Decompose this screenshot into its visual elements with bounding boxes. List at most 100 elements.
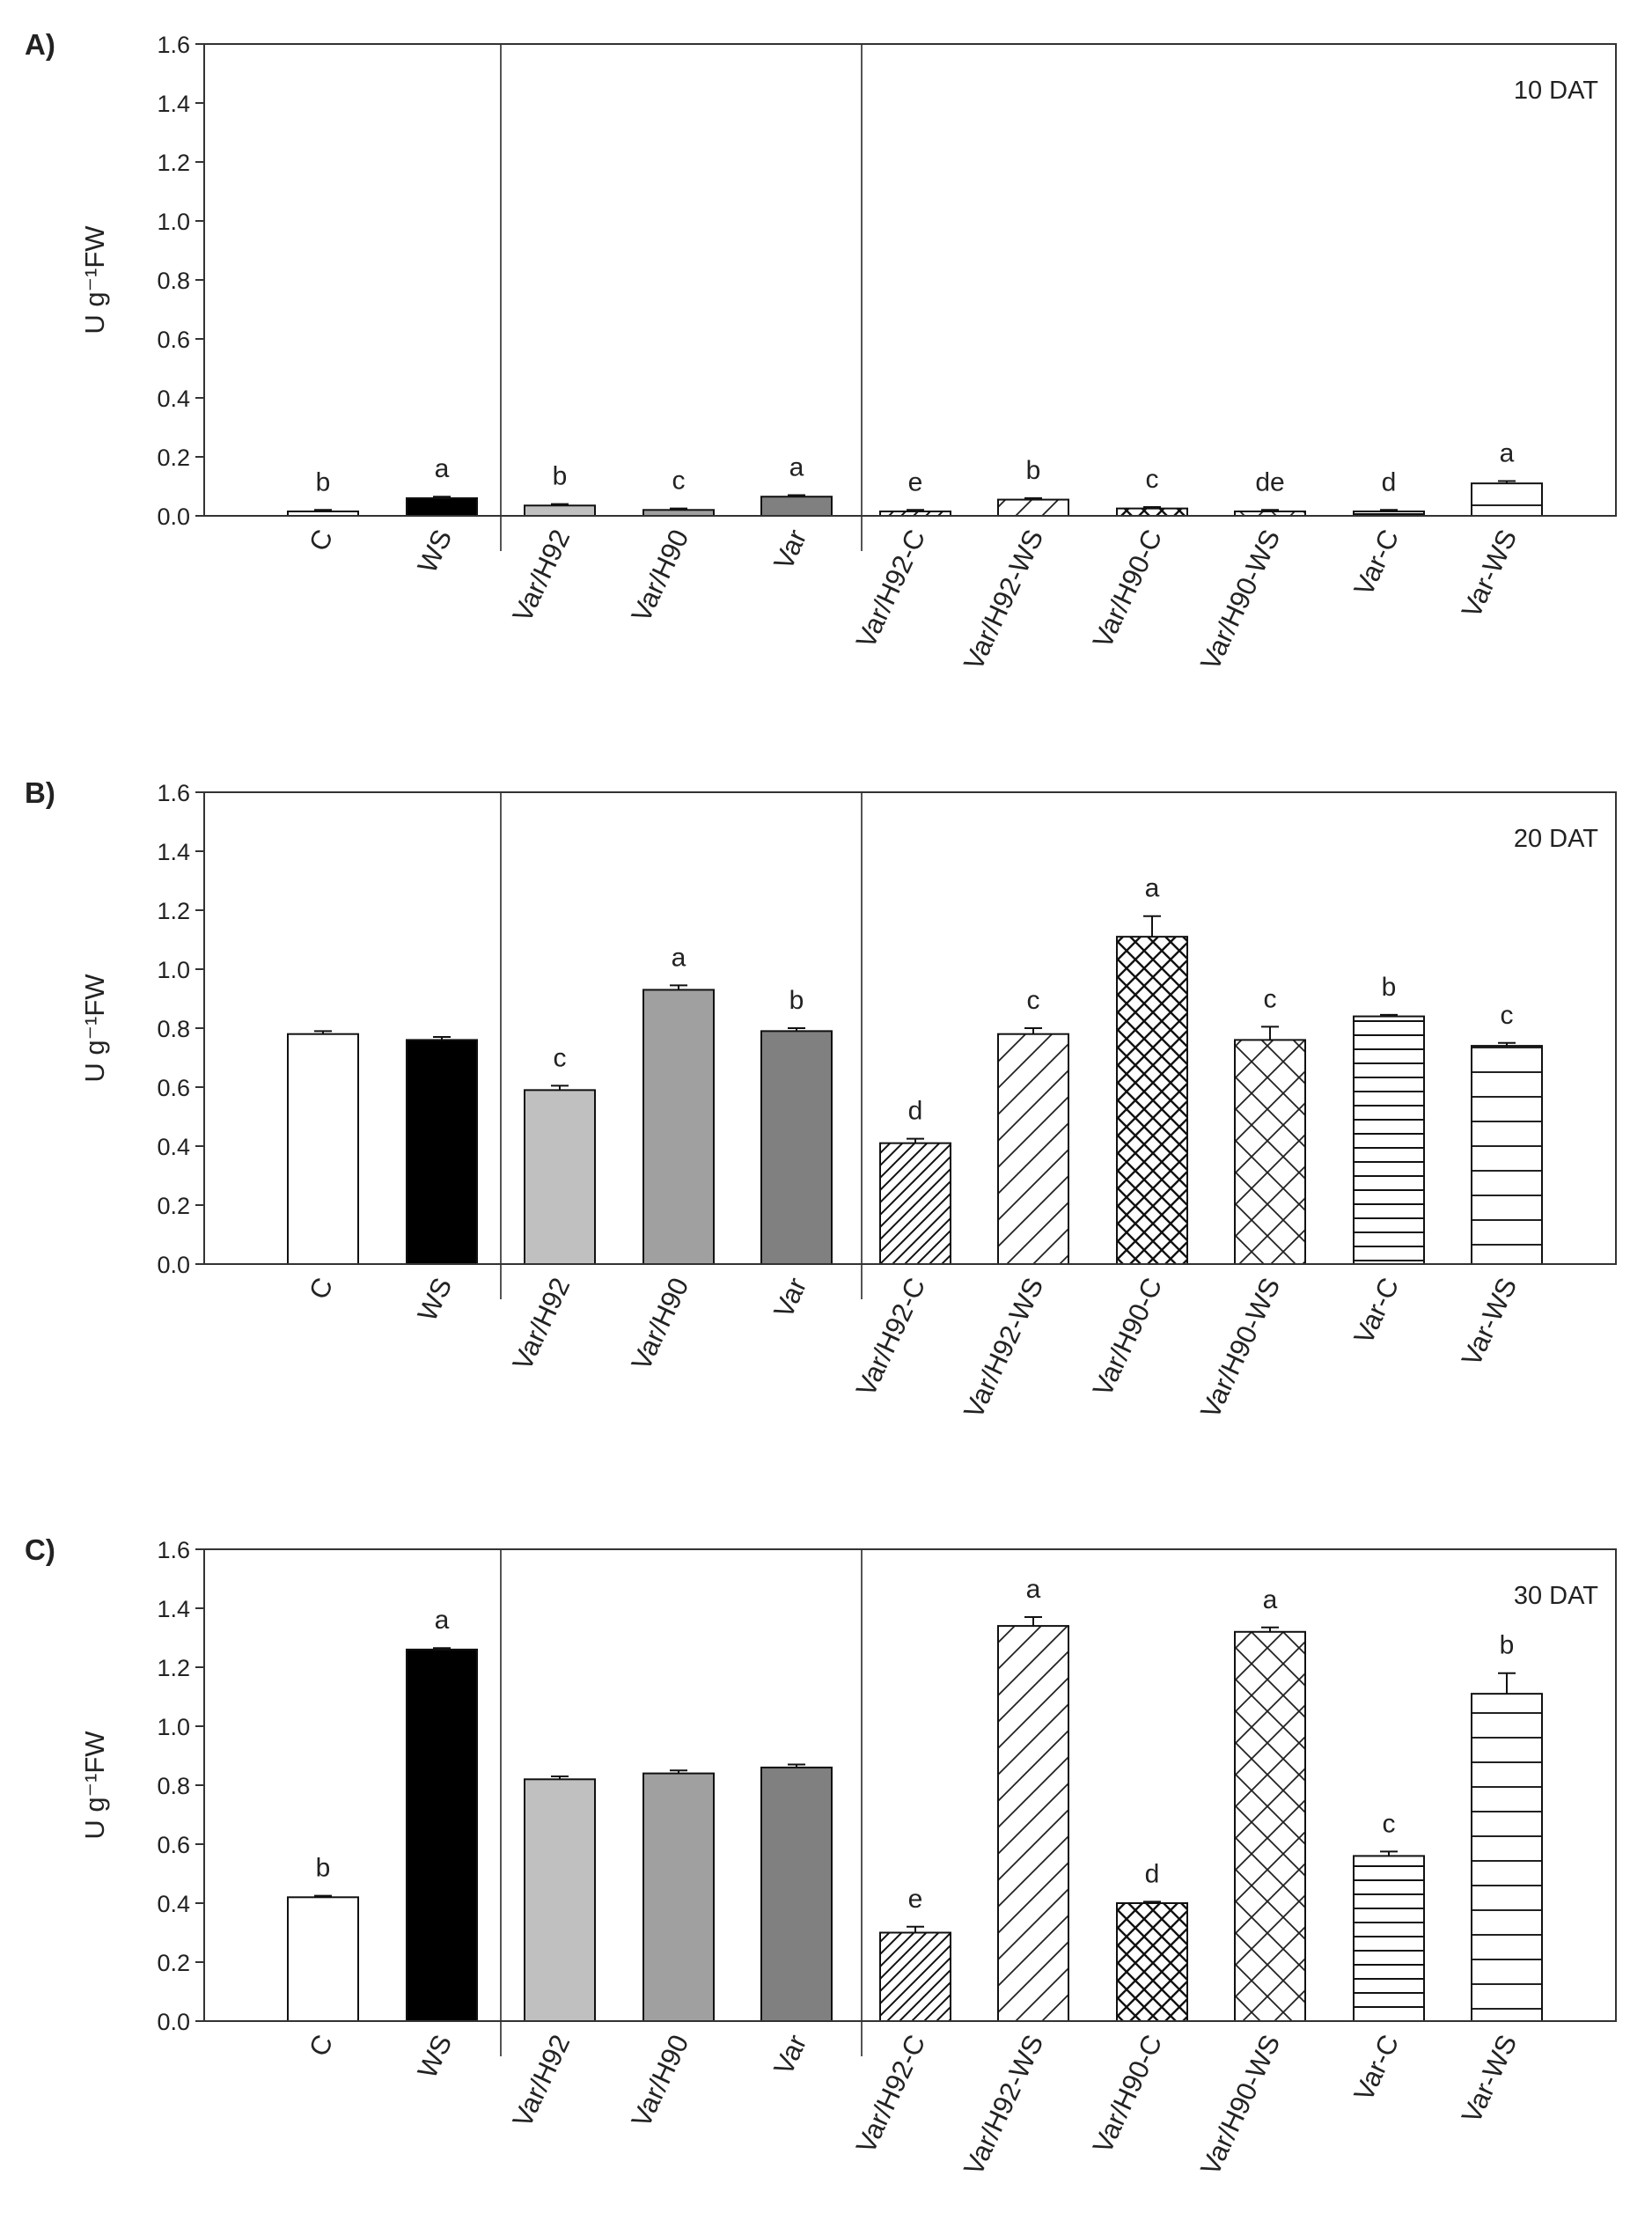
y-tick-label: 0.2: [157, 445, 190, 471]
category-label: WS: [412, 1273, 459, 1326]
bar: [1234, 1630, 1306, 2023]
y-tick-label: 0.0: [157, 504, 190, 530]
bar: [524, 504, 596, 518]
significance-letter: d: [908, 1097, 923, 1126]
significance-letter: de: [1255, 467, 1284, 496]
y-tick-label: 1.0: [157, 209, 190, 235]
significance-letter: a: [672, 943, 686, 972]
significance-letter: b: [1026, 456, 1041, 485]
category-label: Var/H90-WS: [1194, 1273, 1286, 1423]
y-tick-label: 0.8: [157, 268, 190, 294]
category-label: Var-C: [1347, 1273, 1405, 1349]
bar: [1353, 1855, 1425, 2022]
y-tick-label: 0.8: [157, 1016, 190, 1042]
y-tick-label: 0.2: [157, 1193, 190, 1219]
category-label: Var-WS: [1456, 2030, 1524, 2128]
y-tick-label: 0.4: [157, 1891, 190, 1917]
bar: [760, 1766, 833, 2023]
category-label: Var/H90-C: [1087, 2030, 1169, 2158]
category-label: Var/H90: [626, 525, 695, 627]
significance-letter: a: [1500, 438, 1515, 467]
category-label: Var-WS: [1456, 525, 1524, 622]
significance-letter: c: [1027, 986, 1040, 1015]
panel-letter: B): [25, 776, 55, 809]
dat-label: 10 DAT: [1514, 77, 1598, 105]
category-label: Var/H92: [507, 1273, 576, 1375]
category-label: C: [303, 2030, 339, 2061]
chart-panel-c: C) U g⁻¹FW 0.0 0.2 0.4 0.6 0.8 1.0 1.2 1.4 1.6 b Ca W…: [25, 1533, 1617, 2180]
category-label: Var/H92-WS: [958, 1273, 1049, 1423]
category-label: Var/H92-WS: [958, 525, 1049, 674]
y-tick-label: 1.6: [157, 1537, 190, 1563]
significance-letter: d: [1382, 467, 1397, 496]
y-axis-label: U g⁻¹FW: [79, 974, 110, 1083]
plot-frame: [203, 43, 1617, 517]
bar: [1471, 1045, 1543, 1265]
significance-letter: a: [435, 1606, 450, 1635]
y-tick-label: 0.4: [157, 386, 190, 412]
category-label: Var/H90-C: [1087, 1273, 1169, 1401]
bar: [406, 1039, 478, 1266]
y-tick-label: 0.4: [157, 1134, 190, 1160]
significance-letter: b: [316, 1854, 331, 1883]
bar: [760, 1030, 833, 1265]
category-label: Var/H90-WS: [1194, 2030, 1286, 2180]
significance-letter: c: [1146, 465, 1159, 494]
category-label: Var/H90: [626, 2030, 695, 2132]
bar: [642, 509, 715, 517]
y-tick-label: 1.0: [157, 957, 190, 983]
bar: [1116, 1902, 1188, 2022]
bar: [997, 1033, 1069, 1265]
category-label: Var/H90-C: [1087, 525, 1169, 652]
y-tick-label: 1.4: [157, 1596, 190, 1622]
significance-letter: c: [554, 1043, 567, 1072]
category-label: Var-C: [1347, 2030, 1405, 2106]
chart-panel-a: A)U g⁻¹FW0.00.20.40.60.81.01.21.41.6bCaW…: [25, 28, 1617, 675]
significance-letter: a: [789, 453, 804, 482]
bar: [1353, 1015, 1425, 1265]
y-tick-label: 1.2: [157, 1655, 190, 1681]
y-tick-label: 1.2: [157, 150, 190, 176]
y-tick-label: 0.2: [157, 1950, 190, 1976]
category-label: Var/H90-WS: [1194, 525, 1286, 674]
bar: [879, 1931, 951, 2022]
significance-letter: c: [1383, 1809, 1396, 1838]
category-label: Var/H92: [507, 525, 576, 627]
y-tick-label: 0.8: [157, 1773, 190, 1799]
significance-letter: b: [553, 462, 568, 491]
significance-letter: e: [908, 1885, 923, 1914]
panel-letter: C): [25, 1533, 55, 1566]
bar: [642, 1772, 715, 2022]
significance-letter: a: [435, 454, 450, 483]
y-tick-label: 1.2: [157, 898, 190, 924]
bar: [287, 1033, 359, 1265]
y-tick-label: 1.4: [157, 839, 190, 865]
significance-letter: a: [1026, 1575, 1041, 1604]
dat-label: 20 DAT: [1514, 825, 1598, 853]
bar: [406, 1648, 478, 2023]
y-tick-label: 1.0: [157, 1714, 190, 1740]
bar: [524, 1778, 596, 2023]
category-label: Var: [767, 1273, 812, 1322]
category-label: Var/H92: [507, 2030, 576, 2132]
panel-letter: A): [25, 28, 55, 61]
significance-letter: c: [1501, 1001, 1514, 1030]
significance-letter: c: [672, 467, 686, 496]
category-label: Var/H92-WS: [958, 2030, 1049, 2180]
bar: [997, 1625, 1069, 2022]
significance-letter: b: [1382, 973, 1397, 1002]
bar: [879, 1142, 951, 1266]
bar: [1234, 1039, 1306, 1266]
y-axis-label: U g⁻¹FW: [79, 1731, 110, 1840]
bar: [1116, 507, 1188, 517]
category-label: WS: [412, 2030, 459, 2083]
significance-letter: d: [1145, 1859, 1160, 1888]
y-tick-label: 0.0: [157, 1252, 190, 1278]
significance-letter: b: [316, 467, 331, 496]
y-tick-label: 1.6: [157, 780, 190, 806]
y-tick-label: 0.0: [157, 2009, 190, 2035]
y-tick-label: 1.6: [157, 32, 190, 58]
bar: [287, 1896, 359, 2023]
chart-panel-b: B) U g⁻¹FW 0.0 0.2 0.4 0.6 0.8 1.0 1.2 1.4 1.6 C WS c…: [25, 776, 1617, 1423]
category-label: WS: [412, 525, 459, 577]
